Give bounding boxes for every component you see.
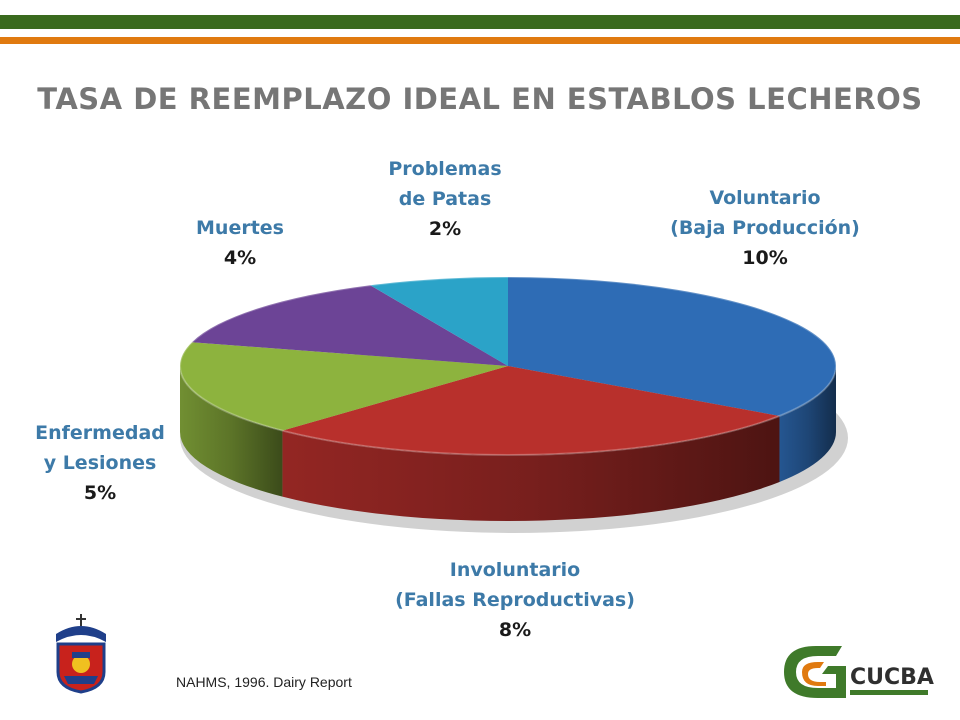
label-muertes-line1: Muertes [196, 217, 284, 239]
header-green-bar [0, 15, 960, 29]
cucba-logo: CUCBA [784, 646, 934, 698]
label-enfermedad-value: 5% [83, 482, 117, 504]
pie-slice-1 [282, 366, 780, 455]
page-title: TASA DE REEMPLAZO IDEAL EN ESTABLOS LECH… [37, 82, 923, 116]
label-problemas-line2: de Patas [398, 188, 492, 210]
label-muertes: Muertes 4% [170, 213, 310, 273]
label-voluntario: Voluntario (Baja Producción) 10% [650, 183, 880, 273]
label-involuntario-line2: (Fallas Reproductivas) [395, 589, 635, 611]
pie-slice-2 [180, 342, 508, 431]
label-problemas: Problemas de Patas 2% [370, 154, 520, 244]
pie-side-2 [179, 366, 283, 497]
label-enfermedad-line1: Enfermedad [35, 422, 165, 444]
label-problemas-line1: Problemas [388, 158, 502, 180]
label-voluntario-value: 10% [742, 247, 788, 269]
label-problemas-value: 2% [428, 218, 462, 240]
source-note: NAHMS, 1996. Dairy Report [176, 674, 352, 690]
pie-slice-0 [508, 277, 836, 416]
label-enfermedad: Enfermedad y Lesiones 5% [20, 418, 180, 508]
cucba-logo-text: CUCBA [850, 665, 934, 690]
label-involuntario-value: 8% [498, 619, 532, 641]
pie-slice-4 [370, 277, 508, 366]
label-involuntario: Involuntario (Fallas Reproductivas) 8% [370, 555, 660, 645]
label-muertes-value: 4% [223, 247, 257, 269]
pie-slice-3 [191, 285, 508, 366]
label-voluntario-line1: Voluntario [709, 187, 821, 209]
pie-rim [179, 276, 837, 456]
label-involuntario-line1: Involuntario [449, 559, 581, 581]
pie-side-1 [282, 415, 780, 521]
label-voluntario-line2: (Baja Producción) [670, 217, 860, 239]
header-orange-bar [0, 37, 960, 44]
udg-seal-logo [56, 614, 106, 694]
pie-side-0 [779, 366, 836, 482]
label-enfermedad-line2: y Lesiones [43, 452, 157, 474]
